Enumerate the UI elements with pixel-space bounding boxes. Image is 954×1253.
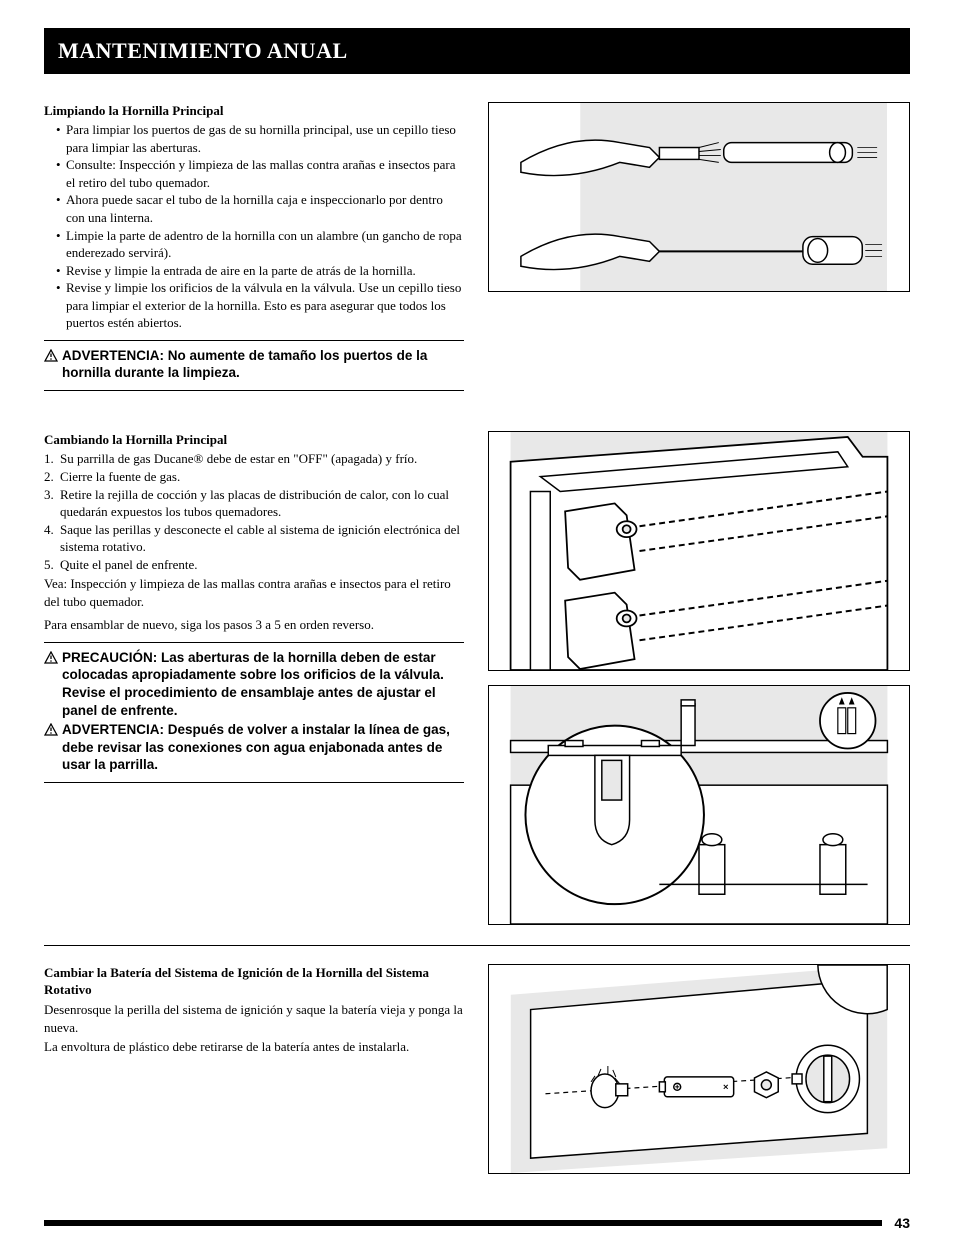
list-item: Quite el panel de enfrente.	[44, 556, 464, 574]
list-item: Revise y limpie los orificios de la válv…	[56, 279, 464, 332]
diagram-cleaning-burner	[488, 102, 910, 292]
page-footer: 43	[44, 1214, 910, 1233]
warning-triangle-icon	[44, 651, 58, 669]
section2-diagram-column	[488, 431, 910, 925]
section2-text-column: Cambiando la Hornilla Principal Su parri…	[44, 431, 464, 925]
section2-see-note: Vea: Inspección y limpieza de las mallas…	[44, 575, 464, 610]
list-item: Para limpiar los puertos de gas de su ho…	[56, 121, 464, 156]
section1-text-column: Limpiando la Hornilla Principal Para lim…	[44, 102, 464, 391]
page-title: MANTENIMIENTO ANUAL	[58, 38, 348, 63]
page-title-bar: MANTENIMIENTO ANUAL	[44, 28, 910, 74]
section1-warning-block: ADVERTENCIA: No aumente de tamaño los pu…	[44, 340, 464, 391]
list-item: Su parrilla de gas Ducane® debe de estar…	[44, 450, 464, 468]
section3-heading: Cambiar la Batería del Sistema de Ignici…	[44, 964, 464, 999]
list-item: Saque las perillas y desconecte el cable…	[44, 521, 464, 556]
section-replacing-burner: Cambiando la Hornilla Principal Su parri…	[44, 431, 910, 925]
section1-bullet-list: Para limpiar los puertos de gas de su ho…	[44, 121, 464, 332]
caution-text: PRECAUCIÓN: Las aberturas de la hornilla…	[62, 649, 464, 719]
warning-triangle-icon	[44, 349, 58, 367]
list-item: Retire la rejilla de cocción y las placa…	[44, 486, 464, 521]
diagram-valve-orifice	[488, 431, 910, 671]
diagram-battery-igniter	[488, 964, 910, 1174]
section1-heading: Limpiando la Hornilla Principal	[44, 102, 464, 120]
section-cleaning-burner: Limpiando la Hornilla Principal Para lim…	[44, 102, 910, 391]
list-item: Consulte: Inspección y limpieza de las m…	[56, 156, 464, 191]
section2-reassemble-note: Para ensamblar de nuevo, siga los pasos …	[44, 616, 464, 634]
diagram-burner-alignment	[488, 685, 910, 925]
list-item: Cierre la fuente de gas.	[44, 468, 464, 486]
section-divider	[44, 945, 910, 946]
section2-warning-block: PRECAUCIÓN: Las aberturas de la hornilla…	[44, 642, 464, 783]
section3-text-column: Cambiar la Batería del Sistema de Ignici…	[44, 964, 464, 1174]
section2-heading: Cambiando la Hornilla Principal	[44, 431, 464, 449]
section3-body-2: La envoltura de plástico debe retirarse …	[44, 1038, 464, 1056]
section2-step-list: Su parrilla de gas Ducane® debe de estar…	[44, 450, 464, 573]
footer-rule	[44, 1220, 882, 1226]
list-item: Revise y limpie la entrada de aire en la…	[56, 262, 464, 280]
warning-text: ADVERTENCIA: No aumente de tamaño los pu…	[62, 347, 464, 382]
section3-body-1: Desenrosque la perilla del sistema de ig…	[44, 1001, 464, 1036]
section3-diagram-column	[488, 964, 910, 1174]
warning-triangle-icon	[44, 723, 58, 741]
section-battery-replace: Cambiar la Batería del Sistema de Ignici…	[44, 964, 910, 1174]
section1-diagram-column	[488, 102, 910, 391]
page-number: 43	[894, 1214, 910, 1233]
list-item: Limpie la parte de adentro de la hornill…	[56, 227, 464, 262]
list-item: Ahora puede sacar el tubo de la hornilla…	[56, 191, 464, 226]
warning-text: ADVERTENCIA: Después de volver a instala…	[62, 721, 464, 774]
